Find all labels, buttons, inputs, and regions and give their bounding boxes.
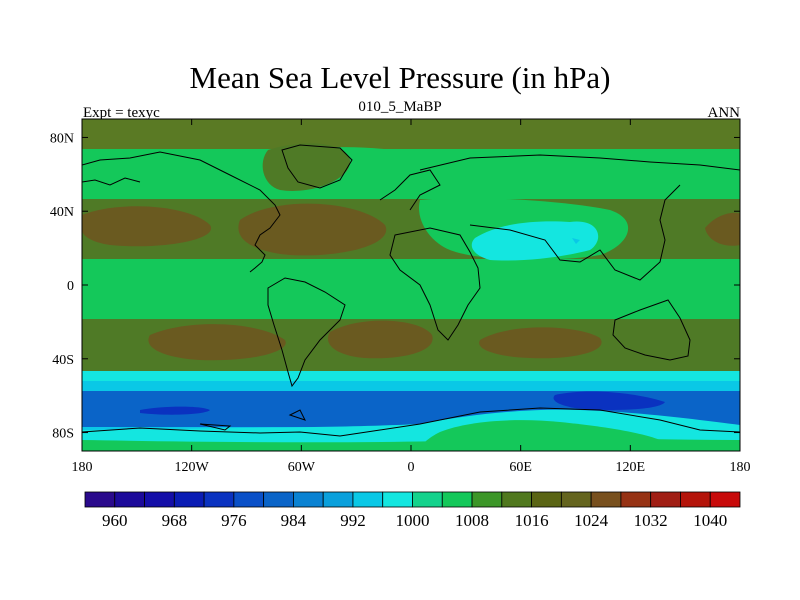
colorbar-swatch xyxy=(590,491,622,508)
colorbar-swatch xyxy=(620,491,652,508)
season-label: ANN xyxy=(707,105,741,121)
indian-ocean-high xyxy=(479,327,602,359)
chart-subtitle: 010_5_MaBP xyxy=(358,99,442,115)
coast-islands xyxy=(199,409,306,431)
colorbar-swatch xyxy=(680,491,711,508)
colorbar-swatch xyxy=(233,491,265,508)
colorbar-swatch xyxy=(203,491,235,508)
north-pacific-high xyxy=(82,206,212,247)
x-tick-label: 60E xyxy=(509,460,532,475)
north-atlantic-high xyxy=(238,203,387,256)
southern-low-east xyxy=(553,391,665,410)
y-tick-label: 40S xyxy=(52,353,74,368)
colorbar-label: 992 xyxy=(340,511,366,530)
colorbar-swatch xyxy=(412,491,443,508)
colorbar-swatch xyxy=(352,491,384,508)
y-tick-label: 80N xyxy=(50,131,74,146)
coast-north-america xyxy=(82,151,281,273)
colorbar-swatch xyxy=(382,491,413,508)
colorbar-label: 984 xyxy=(281,511,307,530)
colorbar-swatch xyxy=(293,491,324,508)
coast-africa xyxy=(389,227,481,341)
y-axis: 80N 40N 0 40S 80S xyxy=(50,131,740,442)
asian-monsoon-low xyxy=(471,221,599,261)
colorbar-label: 1008 xyxy=(455,511,489,530)
colorbar-swatch xyxy=(84,491,116,508)
colorbar-swatch xyxy=(709,491,741,508)
x-axis: 180 120W 60W 0 60E 120E 180 xyxy=(72,119,751,475)
colorbar-swatch xyxy=(501,491,532,508)
south-pacific-high xyxy=(148,324,286,361)
colorbar-swatch xyxy=(531,491,562,508)
x-tick-label: 120E xyxy=(616,460,646,475)
x-tick-label: 0 xyxy=(408,460,415,475)
coast-antarctica xyxy=(82,407,740,437)
x-tick-label: 180 xyxy=(730,460,751,475)
colorbar-swatch xyxy=(471,491,503,508)
coast-asia xyxy=(419,154,740,281)
colorbar-labels: 960 968 976 984 992 1000 1008 1016 1024 1032 1040 xyxy=(102,511,727,530)
y-tick-label: 0 xyxy=(67,279,74,294)
coast-south-america xyxy=(267,277,346,388)
y-tick-label: 80S xyxy=(52,427,74,442)
south-atlantic-high xyxy=(327,320,433,359)
band-south-transition xyxy=(82,371,740,381)
colorbar-swatch xyxy=(560,491,592,508)
chart-title: Mean Sea Level Pressure (in hPa) xyxy=(189,60,611,95)
antarctic-green-patch xyxy=(420,420,660,451)
map-plot-area xyxy=(82,119,740,451)
colorbar-label: 1000 xyxy=(396,511,430,530)
colorbar-label: 976 xyxy=(221,511,247,530)
coast-australia xyxy=(612,299,691,361)
experiment-label: Expt = texyc xyxy=(83,105,160,121)
coast-europe xyxy=(379,169,441,211)
band-south-mid xyxy=(82,381,740,391)
colorbar-swatch xyxy=(114,491,145,508)
colorbar xyxy=(84,491,741,508)
coast-greenland xyxy=(281,144,353,189)
colorbar-label: 1032 xyxy=(634,511,668,530)
coast-alaska xyxy=(82,177,141,186)
monsoon-low-core xyxy=(572,238,580,244)
band-tropics xyxy=(82,259,740,319)
coastlines xyxy=(82,144,740,437)
colorbar-label: 1040 xyxy=(693,511,727,530)
colorbar-swatch xyxy=(144,491,175,508)
colorbar-label: 968 xyxy=(162,511,188,530)
x-tick-label: 120W xyxy=(175,460,210,475)
colorbar-label: 960 xyxy=(102,511,128,530)
west-pacific-high xyxy=(705,212,740,246)
colorbar-swatch xyxy=(441,491,473,508)
arctic-low-patch xyxy=(82,147,740,192)
colorbar-swatch xyxy=(263,491,294,508)
colorbar-swatch xyxy=(322,491,354,508)
x-tick-label: 60W xyxy=(288,460,316,475)
colorbar-swatch xyxy=(173,491,205,508)
colorbar-label: 1024 xyxy=(574,511,609,530)
greenland-high-patch xyxy=(262,143,351,191)
x-tick-label: 180 xyxy=(72,460,93,475)
southern-low-west xyxy=(140,406,210,415)
colorbar-swatch xyxy=(650,491,681,508)
colorbar-label: 1016 xyxy=(515,511,549,530)
y-tick-label: 40N xyxy=(50,205,74,220)
